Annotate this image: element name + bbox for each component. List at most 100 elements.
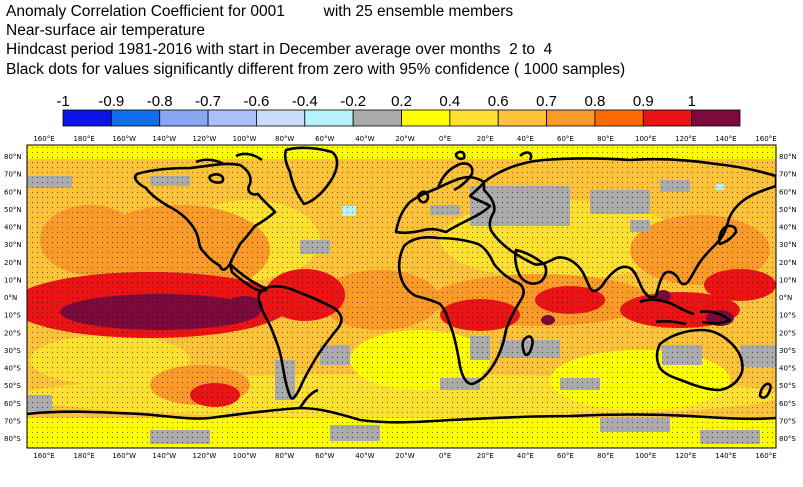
longitude-label-bottom: 40°E bbox=[517, 452, 534, 460]
longitude-label-bottom: 160°W bbox=[112, 452, 136, 460]
coast-indonesia bbox=[639, 298, 732, 326]
coast-antarctica bbox=[27, 406, 776, 424]
legend-label: 0.9 bbox=[633, 93, 654, 110]
latitude-label-right: 80°S bbox=[779, 435, 796, 443]
longitude-label-top: 20°W bbox=[395, 135, 414, 143]
latitude-label-left: 60°N bbox=[4, 188, 22, 196]
longitude-label-top: 60°E bbox=[557, 135, 574, 143]
legend-label: -1 bbox=[56, 93, 69, 110]
color-legend: -1 -0.9 -0.8 -0.7 -0.6 -0.4 -0.2 0.2 0.4 0.6 0.7 0.… bbox=[56, 93, 741, 127]
latitude-label-right: 20°N bbox=[779, 259, 797, 267]
coast-antarctic-peninsula bbox=[298, 388, 319, 409]
longitude-label-top: 40°W bbox=[355, 135, 374, 143]
longitude-label-bottom: 120°W bbox=[193, 452, 217, 460]
longitude-label-top: 80°E bbox=[597, 135, 614, 143]
latitude-label-right: 50°S bbox=[779, 382, 796, 390]
longitude-label-top: 180°E bbox=[73, 135, 94, 143]
longitude-labels-bottom: 160°E 180°E 160°W 140°W 120°W 100°W 80°W 60°W 40… bbox=[33, 452, 776, 460]
longitude-label-top: 60°W bbox=[315, 135, 334, 143]
latitude-label-right: 40°N bbox=[779, 224, 797, 232]
legend-label: 0.7 bbox=[536, 93, 557, 110]
latitude-label-right: 80°N bbox=[779, 153, 797, 161]
title-line-2: Near-surface air temperature bbox=[6, 22, 205, 39]
legend-label: -0.7 bbox=[195, 93, 221, 110]
legend-label: 0.8 bbox=[584, 93, 605, 110]
latitude-label-left: 70°S bbox=[4, 417, 21, 425]
longitude-label-top: 160°E bbox=[755, 135, 776, 143]
coast-novaya-zemlya bbox=[519, 151, 533, 161]
coast-africa bbox=[397, 235, 525, 386]
longitude-label-bottom: 20°W bbox=[395, 452, 414, 460]
longitude-label-top: 80°W bbox=[275, 135, 294, 143]
latitude-label-left: 40°S bbox=[4, 365, 21, 373]
latitude-label-left: 60°S bbox=[4, 400, 21, 408]
longitude-label-top: 160°E bbox=[33, 135, 54, 143]
longitude-label-bottom: 40°W bbox=[355, 452, 374, 460]
longitude-label-top: 140°W bbox=[152, 135, 176, 143]
latitude-label-left: 70°N bbox=[4, 171, 22, 179]
legend-label: -0.2 bbox=[340, 93, 366, 110]
latitude-label-right: 10°N bbox=[779, 276, 797, 284]
map-plot-area bbox=[27, 145, 776, 448]
longitude-label-top: 120°E bbox=[675, 135, 696, 143]
coast-europe bbox=[394, 175, 492, 235]
latitude-label-left: 30°N bbox=[4, 241, 22, 249]
map-frame bbox=[26, 144, 777, 449]
longitude-label-top: 140°E bbox=[715, 135, 736, 143]
longitude-label-bottom: 60°E bbox=[557, 452, 574, 460]
longitude-label-bottom: 180°E bbox=[73, 452, 94, 460]
legend-label: 1 bbox=[687, 93, 695, 110]
coastlines bbox=[27, 146, 776, 424]
coast-svalbard bbox=[454, 150, 466, 161]
longitude-label-bottom: 140°E bbox=[715, 452, 736, 460]
latitude-labels-right: 80°N 70°N 60°N 50°N 40°N 30°N 20°N 10°N 0°N 10°S 2… bbox=[779, 153, 797, 443]
latitude-label-left: 50°S bbox=[4, 382, 21, 390]
latitude-label-right: 70°N bbox=[779, 171, 797, 179]
legend-label: -0.9 bbox=[98, 93, 124, 110]
latitude-label-right: 0°N bbox=[779, 294, 792, 302]
latitude-label-left: 10°N bbox=[4, 276, 22, 284]
legend-label: 0.2 bbox=[391, 93, 412, 110]
legend-label: -0.6 bbox=[243, 93, 269, 110]
longitude-label-top: 100°W bbox=[233, 135, 257, 143]
coast-new-zealand bbox=[758, 382, 772, 399]
coast-asia bbox=[482, 157, 776, 299]
longitude-label-top: 40°E bbox=[517, 135, 534, 143]
coast-australia bbox=[655, 328, 744, 392]
latitude-label-left: 50°N bbox=[4, 206, 22, 214]
significance-dots bbox=[27, 145, 776, 448]
latitude-label-left: 10°S bbox=[4, 312, 21, 320]
latitude-label-left: 80°S bbox=[4, 435, 21, 443]
coast-scandinavia bbox=[436, 162, 474, 192]
latitude-label-left: 20°N bbox=[4, 259, 22, 267]
coast-north-america bbox=[133, 162, 277, 271]
latitude-label-left: 40°N bbox=[4, 224, 22, 232]
legend-label: -0.4 bbox=[292, 93, 318, 110]
longitude-label-bottom: 80°W bbox=[275, 452, 294, 460]
longitude-label-bottom: 80°E bbox=[597, 452, 614, 460]
longitude-label-bottom: 160°E bbox=[755, 452, 776, 460]
longitude-labels-top: 160°E 180°E 160°W 140°W 120°W 100°W 80°W 60°W 40… bbox=[33, 135, 776, 143]
coast-central-america bbox=[228, 262, 268, 293]
latitude-label-right: 10°S bbox=[779, 312, 796, 320]
longitude-label-bottom: 0°E bbox=[439, 452, 451, 460]
longitude-label-top: 20°E bbox=[477, 135, 494, 143]
latitude-label-right: 60°S bbox=[779, 400, 796, 408]
latitude-label-left: 30°S bbox=[4, 347, 21, 355]
longitude-label-bottom: 100°E bbox=[635, 452, 656, 460]
coast-britain bbox=[416, 190, 430, 204]
legend-swatch bbox=[691, 109, 741, 127]
latitude-label-right: 30°S bbox=[779, 347, 796, 355]
longitude-label-bottom: 100°W bbox=[233, 452, 257, 460]
longitude-label-bottom: 160°E bbox=[33, 452, 54, 460]
longitude-label-bottom: 120°E bbox=[675, 452, 696, 460]
latitude-label-left: 0°N bbox=[4, 294, 17, 302]
longitude-label-bottom: 140°W bbox=[152, 452, 176, 460]
latitude-label-left: 20°S bbox=[4, 329, 21, 337]
latitude-label-right: 20°S bbox=[779, 329, 796, 337]
coast-south-america bbox=[257, 285, 343, 400]
longitude-label-top: 100°E bbox=[635, 135, 656, 143]
title-line-3: Hindcast period 1981-2016 with start in … bbox=[6, 41, 553, 58]
longitude-label-bottom: 20°E bbox=[477, 452, 494, 460]
